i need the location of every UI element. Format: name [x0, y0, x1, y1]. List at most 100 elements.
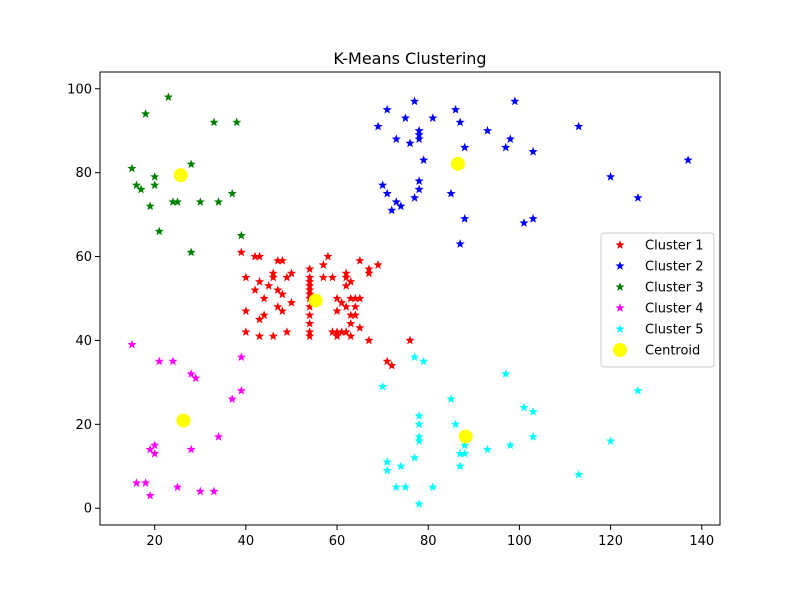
series-cluster-1	[236, 247, 415, 370]
data-point	[250, 251, 260, 261]
data-point	[446, 188, 456, 198]
data-point	[633, 385, 643, 395]
data-point	[163, 92, 173, 102]
data-point	[209, 486, 219, 496]
series-cluster-4	[127, 339, 246, 500]
data-point	[341, 281, 351, 290]
data-point	[633, 193, 643, 202]
data-point	[528, 214, 538, 223]
data-point	[382, 457, 392, 466]
y-tick-label: 60	[75, 250, 92, 265]
legend-box	[600, 232, 715, 368]
data-point	[286, 268, 297, 278]
legend-label: Cluster 2	[645, 260, 704, 275]
data-point	[305, 310, 315, 320]
data-point	[254, 331, 265, 341]
x-tick-label: 60	[329, 534, 346, 549]
data-point	[332, 293, 342, 303]
data-point	[382, 465, 392, 475]
data-point	[305, 331, 315, 341]
data-point	[414, 411, 424, 420]
data-point	[186, 159, 196, 169]
data-point	[259, 293, 269, 303]
data-point	[460, 440, 470, 450]
legend-label: Cluster 4	[645, 302, 704, 317]
data-point	[414, 436, 424, 445]
data-point	[519, 218, 529, 227]
data-point	[131, 478, 142, 487]
data-point	[186, 369, 196, 378]
data-point	[378, 381, 388, 391]
data-point	[168, 197, 178, 206]
centroid-point	[308, 293, 323, 308]
data-point	[350, 310, 360, 320]
data-point	[346, 276, 356, 286]
data-point	[337, 327, 347, 336]
data-point	[460, 214, 470, 223]
data-point	[409, 352, 420, 362]
legend-marker	[615, 282, 625, 291]
data-point	[446, 394, 456, 404]
data-point	[364, 268, 374, 278]
plot-frame	[99, 71, 721, 526]
data-point	[154, 356, 164, 366]
data-point	[318, 260, 328, 269]
data-point	[305, 264, 315, 274]
data-point	[387, 205, 397, 215]
data-point	[400, 113, 411, 123]
data-point	[378, 180, 388, 190]
data-point	[136, 184, 146, 194]
data-point	[254, 251, 265, 261]
data-point	[405, 138, 415, 148]
data-point	[409, 453, 420, 462]
data-point	[150, 172, 160, 181]
data-point	[455, 117, 465, 127]
data-point	[273, 302, 283, 311]
legend-label: Centroid	[645, 344, 700, 359]
data-point	[227, 394, 237, 404]
data-point	[268, 331, 278, 341]
x-tick-label: 100	[507, 534, 532, 549]
data-point	[510, 96, 520, 106]
data-point	[282, 327, 292, 336]
data-point	[409, 193, 420, 202]
data-point	[318, 272, 328, 282]
data-point	[277, 289, 287, 299]
data-point	[186, 444, 196, 454]
data-point	[145, 490, 155, 500]
data-point	[460, 142, 470, 152]
centroid-point	[450, 156, 465, 171]
data-point	[195, 486, 205, 496]
centroid-point	[458, 429, 473, 444]
plot-area	[99, 71, 721, 526]
data-point	[414, 499, 424, 508]
data-point	[455, 239, 465, 248]
data-point	[387, 360, 397, 370]
data-point	[355, 323, 365, 332]
data-point	[391, 134, 401, 143]
data-point	[145, 444, 155, 454]
data-point	[373, 260, 383, 269]
data-point	[505, 134, 515, 143]
data-point	[127, 163, 137, 173]
data-point	[428, 482, 438, 492]
data-point	[414, 184, 424, 194]
legend-marker	[615, 240, 625, 249]
data-point	[574, 121, 584, 131]
data-point	[528, 406, 538, 416]
series-cluster-3	[127, 92, 246, 257]
data-point	[305, 302, 315, 311]
data-point	[391, 197, 401, 206]
data-point	[337, 297, 347, 307]
y-tick-label: 0	[84, 502, 92, 517]
data-point	[501, 142, 511, 152]
data-point	[341, 272, 351, 282]
data-point	[232, 117, 242, 127]
y-tick-label: 100	[67, 82, 92, 97]
data-point	[482, 444, 493, 454]
data-point	[346, 310, 356, 320]
data-point	[150, 440, 160, 450]
data-point	[327, 327, 338, 336]
data-point	[145, 201, 155, 211]
